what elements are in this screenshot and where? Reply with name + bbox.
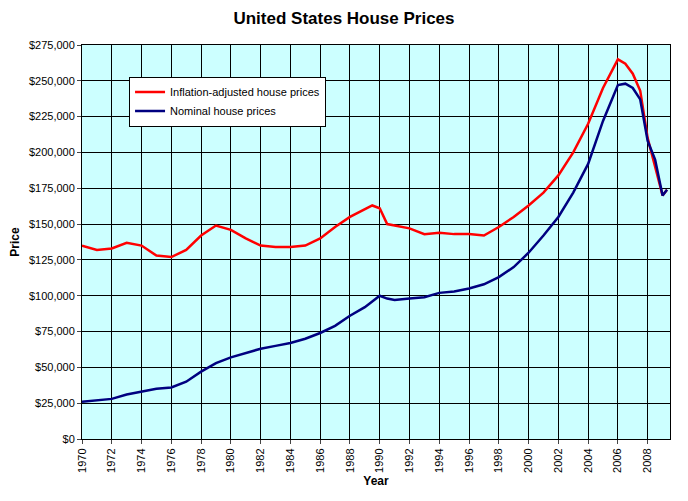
svg-text:1998: 1998 — [492, 448, 504, 472]
svg-text:United States House Prices: United States House Prices — [233, 9, 454, 28]
svg-text:1996: 1996 — [463, 448, 475, 472]
svg-text:1988: 1988 — [344, 448, 356, 472]
svg-text:Price: Price — [8, 227, 22, 257]
svg-text:1986: 1986 — [314, 448, 326, 472]
svg-text:$75,000: $75,000 — [35, 325, 75, 337]
svg-text:Inflation-adjusted house price: Inflation-adjusted house prices — [170, 86, 320, 98]
svg-text:2002: 2002 — [552, 448, 564, 472]
svg-text:$200,000: $200,000 — [29, 146, 75, 158]
svg-text:$0: $0 — [63, 433, 75, 445]
svg-text:2004: 2004 — [582, 448, 594, 472]
svg-text:Nominal house prices: Nominal house prices — [170, 105, 276, 117]
svg-text:$275,000: $275,000 — [29, 39, 75, 51]
svg-text:$50,000: $50,000 — [35, 361, 75, 373]
svg-text:1972: 1972 — [105, 448, 117, 472]
svg-text:1978: 1978 — [195, 448, 207, 472]
svg-text:1974: 1974 — [135, 448, 147, 472]
svg-text:$250,000: $250,000 — [29, 75, 75, 87]
svg-text:$225,000: $225,000 — [29, 110, 75, 122]
svg-text:1984: 1984 — [284, 448, 296, 472]
svg-text:$150,000: $150,000 — [29, 218, 75, 230]
svg-text:1990: 1990 — [373, 448, 385, 472]
svg-text:2000: 2000 — [522, 448, 534, 472]
svg-text:2006: 2006 — [611, 448, 623, 472]
svg-text:$25,000: $25,000 — [35, 397, 75, 409]
svg-text:$125,000: $125,000 — [29, 254, 75, 266]
svg-text:2008: 2008 — [641, 448, 653, 472]
svg-text:1976: 1976 — [165, 448, 177, 472]
svg-text:$175,000: $175,000 — [29, 182, 75, 194]
svg-text:1994: 1994 — [433, 448, 445, 472]
svg-text:Year: Year — [363, 474, 389, 488]
svg-text:1970: 1970 — [76, 448, 88, 472]
svg-text:$100,000: $100,000 — [29, 290, 75, 302]
svg-text:1982: 1982 — [254, 448, 266, 472]
svg-text:1980: 1980 — [224, 448, 236, 472]
svg-text:1992: 1992 — [403, 448, 415, 472]
